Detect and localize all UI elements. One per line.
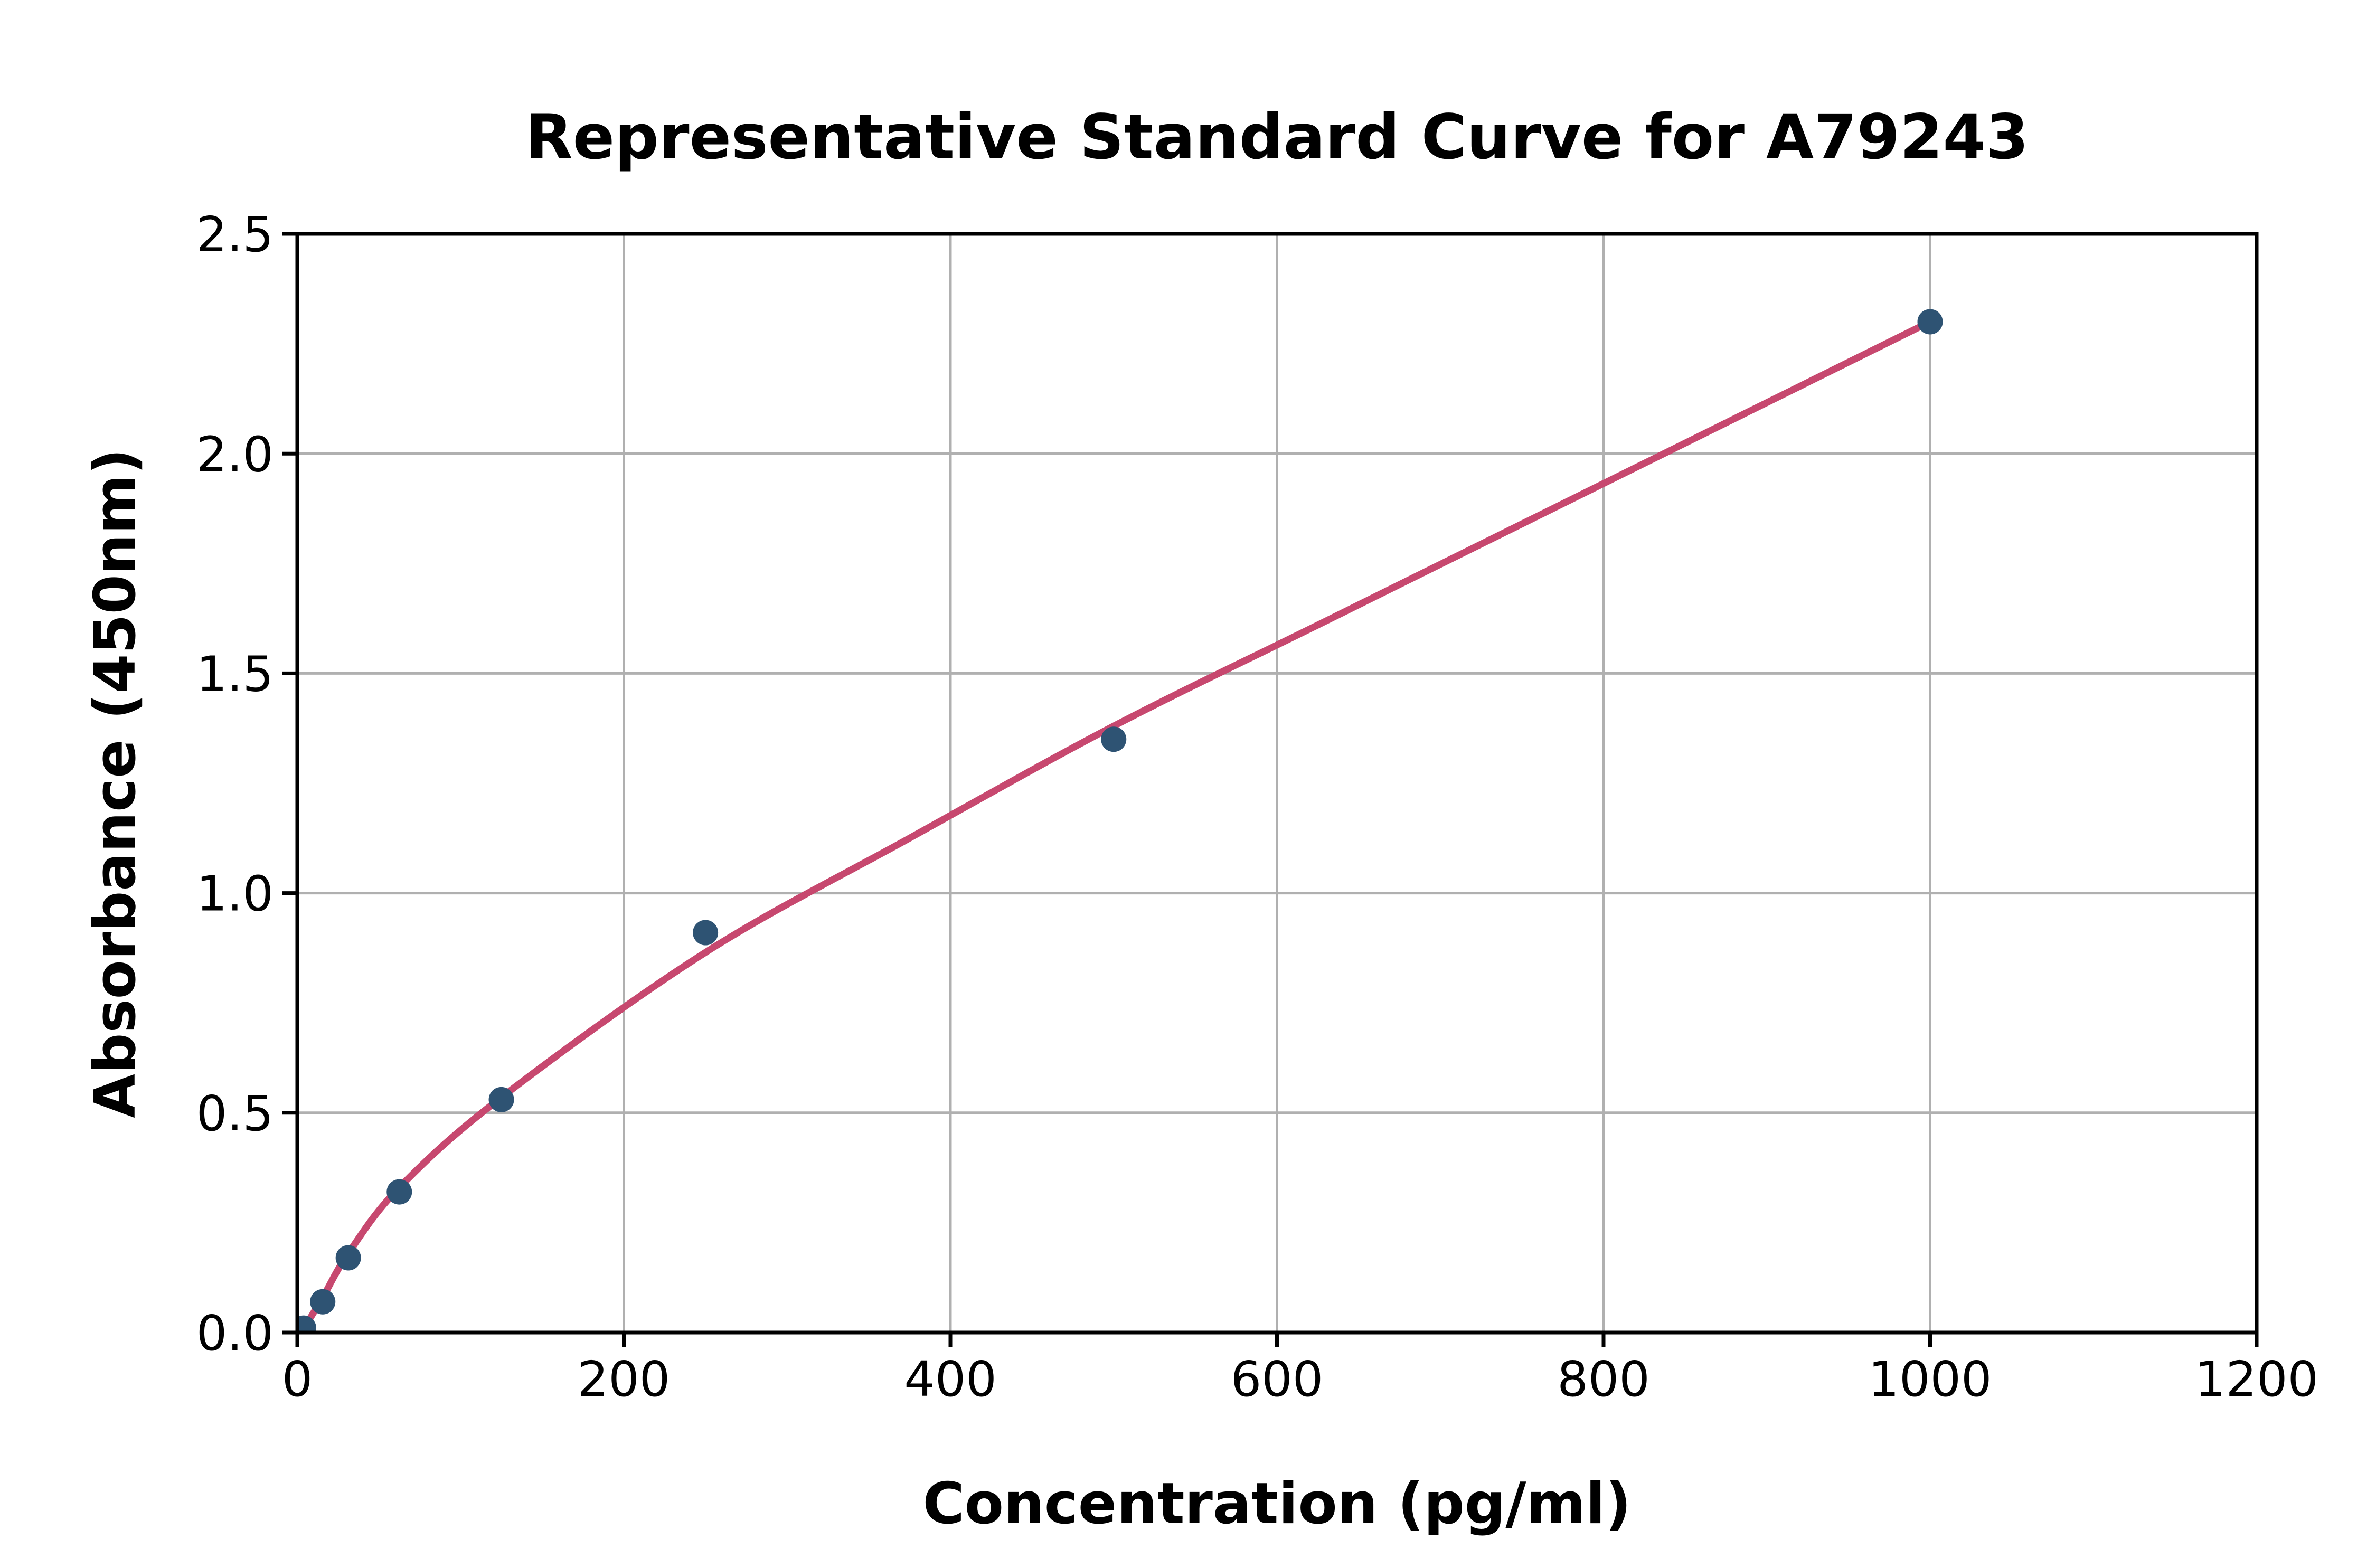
- x-tick-label: 1200: [2195, 1351, 2318, 1408]
- x-axis-label: Concentration (pg/ml): [923, 1471, 1632, 1537]
- scatter-points: [297, 309, 1943, 1333]
- y-tick-labels: 0.0 0.5 1.0 1.5 2.0 2.5: [196, 206, 274, 1362]
- data-point: [1101, 726, 1127, 752]
- x-tick-label: 600: [1231, 1351, 1324, 1408]
- y-tick-label: 0.5: [196, 1085, 274, 1142]
- x-tick-label: 0: [282, 1351, 313, 1408]
- data-point: [310, 1289, 336, 1315]
- y-tick-label: 0.0: [196, 1305, 274, 1362]
- x-tick-label: 1000: [1868, 1351, 1992, 1408]
- x-tick-label: 200: [578, 1351, 671, 1408]
- data-point: [297, 1315, 317, 1333]
- y-tick-label: 1.0: [196, 866, 274, 922]
- y-tick-label: 2.0: [196, 426, 274, 483]
- data-point: [1917, 309, 1943, 335]
- y-axis-label: Absorbance (450nm): [82, 448, 148, 1118]
- x-tick-labels: 0 200 400 600 800 1000 1200: [282, 1351, 2318, 1408]
- y-tick-label: 1.5: [196, 646, 274, 703]
- data-point: [488, 1087, 514, 1112]
- gridlines: [297, 234, 2257, 1333]
- data-point: [693, 920, 719, 946]
- chart-title: Representative Standard Curve for A79243: [525, 101, 2029, 173]
- x-tick-label: 400: [904, 1351, 997, 1408]
- data-point: [335, 1245, 361, 1271]
- x-tick-label: 800: [1557, 1351, 1650, 1408]
- axis-ticks: [282, 232, 2259, 1347]
- y-tick-label: 2.5: [196, 206, 274, 263]
- data-point: [386, 1179, 412, 1205]
